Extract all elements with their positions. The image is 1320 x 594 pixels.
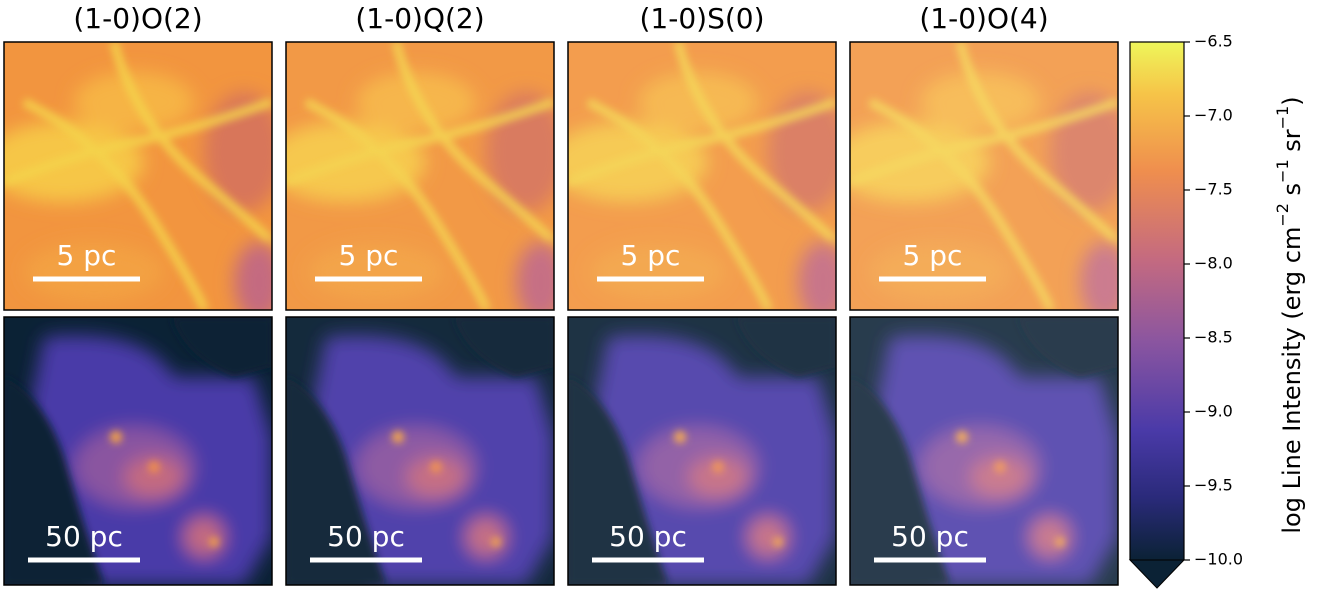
label-superscript: −1 <box>1273 106 1292 130</box>
scale-label: 50 pc <box>609 520 687 553</box>
colorbar <box>1130 42 1184 560</box>
panel-title: (1-0)S(0) <box>639 2 764 35</box>
panel-frame <box>285 316 555 586</box>
y-tick-label: −6.5 <box>1194 32 1233 51</box>
label-superscript: −1 <box>1273 159 1292 183</box>
y-tick-label: −9.0 <box>1194 402 1233 421</box>
colorbar-label: log Line Intensity (erg cm−2 s−1 sr−1) <box>1273 96 1307 533</box>
scale-label: 50 pc <box>327 520 405 553</box>
colorbar-frame <box>1129 41 1185 560</box>
y-tick-label: −8.5 <box>1194 328 1233 347</box>
panel-title: (1-0)Q(2) <box>355 2 484 35</box>
panel-frame <box>3 41 273 311</box>
scale-label: 5 pc <box>903 239 963 272</box>
panel-title: (1-0)O(4) <box>919 2 1048 35</box>
panel-frame <box>285 41 555 311</box>
panel-title: (1-0)O(2) <box>73 2 202 35</box>
panel-frame <box>849 41 1119 311</box>
panel-frame <box>849 316 1119 586</box>
label-text: log Line Intensity (erg cm <box>1278 227 1306 534</box>
y-tick-label: −7.5 <box>1194 180 1233 199</box>
panel-frame <box>567 41 837 311</box>
y-tick-label: −9.5 <box>1194 476 1233 495</box>
panel-frame <box>567 316 837 586</box>
label-text: sr <box>1278 129 1306 159</box>
scale-label: 50 pc <box>45 520 123 553</box>
label-superscript: −2 <box>1273 203 1292 227</box>
y-tick-label: −8.0 <box>1194 254 1233 273</box>
scale-label: 5 pc <box>621 239 681 272</box>
scale-label: 5 pc <box>57 239 117 272</box>
scale-label: 5 pc <box>339 239 399 272</box>
y-tick-label: −10.0 <box>1194 550 1243 569</box>
label-text: s <box>1278 183 1306 203</box>
scale-label: 50 pc <box>891 520 969 553</box>
y-tick-label: −7.0 <box>1194 106 1233 125</box>
label-text: ) <box>1278 96 1306 105</box>
panel-frame <box>3 316 273 586</box>
colorbar-extension <box>1128 559 1186 589</box>
